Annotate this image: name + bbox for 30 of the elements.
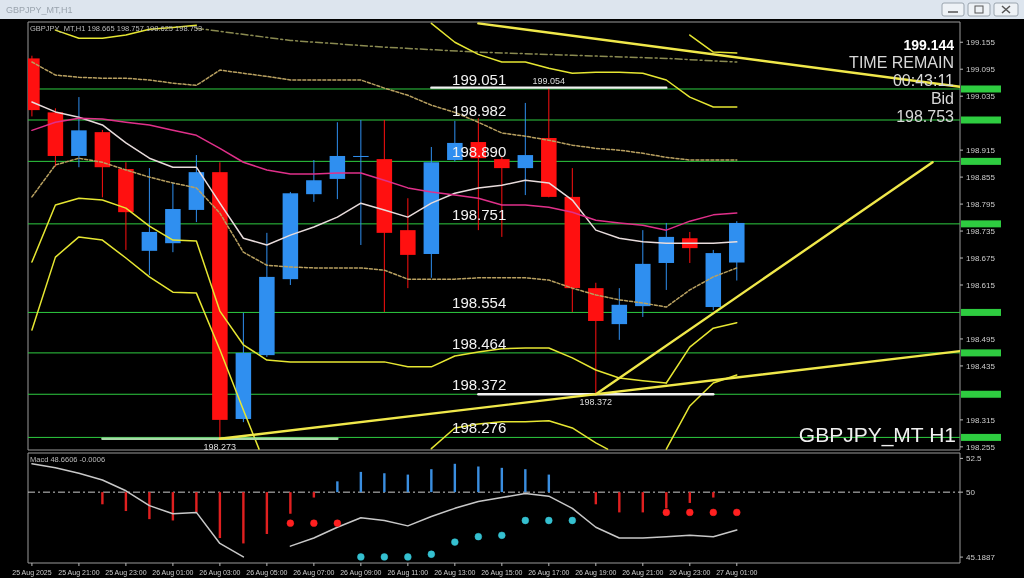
y-tick-label: 198.675	[966, 254, 996, 264]
y-tick-label: 198.435	[966, 361, 996, 371]
annotation: 199.144	[903, 37, 955, 53]
y-tick-label: 50	[966, 488, 976, 498]
annotation: 198.273	[203, 441, 237, 452]
y-tick-label: 52.5	[966, 454, 983, 464]
annotation: 199.054	[532, 75, 566, 86]
ref-line-label: 199.051	[452, 70, 507, 88]
y-tick-label: 198.855	[966, 173, 996, 183]
ref-line-label: 198.982	[452, 102, 507, 120]
y-tick-label: 198.915	[966, 146, 996, 156]
y-tick-label: 198.495	[966, 334, 996, 344]
y-tick-label: 198.615	[966, 281, 996, 290]
annotation: Bid	[930, 90, 954, 107]
y-tick-label: 199.095	[966, 65, 996, 75]
y-tick-label: 198.795	[966, 200, 996, 210]
y-tick-label: 198.315	[966, 415, 996, 425]
annotation: 198.372	[579, 397, 613, 408]
y-tick-label: 199.035	[966, 92, 996, 102]
y-tick-label: 199.155	[966, 38, 996, 48]
y-tick-label: 198.255	[966, 442, 996, 452]
ref-line-label: 198.554	[452, 294, 507, 312]
annotation: TIME REMAIN	[849, 54, 954, 71]
ref-line-label: 198.276	[452, 419, 507, 437]
y-tick-label: 45.1887	[966, 553, 996, 563]
ref-line-label: 198.464	[452, 334, 507, 352]
annotation: 198.753	[896, 108, 955, 125]
ref-line-label: 198.372	[452, 376, 507, 394]
y-tick-label: 198.735	[966, 227, 996, 237]
chart-subtitle: GBPJPY_MT,H1	[6, 5, 73, 15]
